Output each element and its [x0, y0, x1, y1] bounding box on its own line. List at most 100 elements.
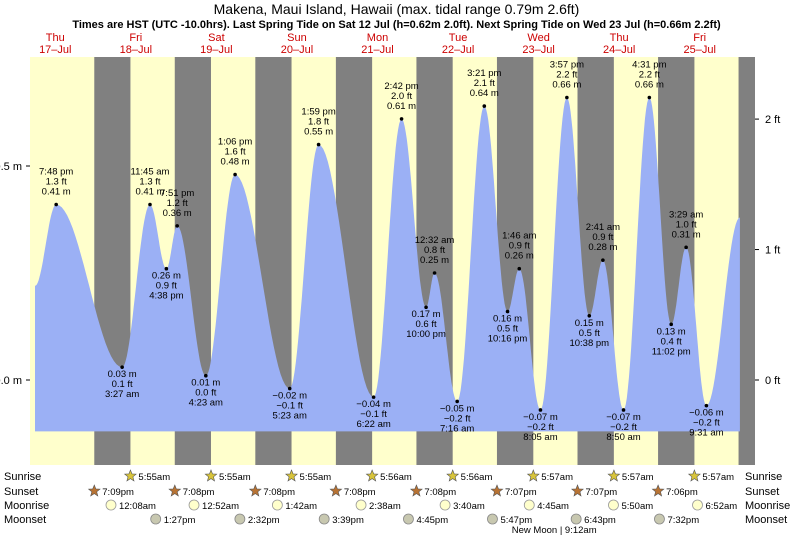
sunrise-icon	[123, 469, 137, 482]
tide-label-0-0: 7:48 pm	[39, 167, 73, 178]
sunset-icon	[409, 484, 423, 497]
tide-point-14	[482, 104, 487, 108]
day-date-1: 18–Jul	[120, 44, 152, 56]
right-tick-label-2ft: 2 ft	[765, 114, 780, 126]
tide-label-3-2: 4:38 pm	[149, 291, 183, 302]
row-label-left-sunset: Sunset	[4, 486, 38, 498]
tide-label-14-0: 3:21 pm	[467, 68, 501, 79]
sunrise-time-3: 5:56am	[380, 472, 412, 483]
sunset-icon	[651, 484, 665, 497]
sunset-icon	[490, 484, 504, 497]
tide-label-5-0: 0.01 m	[191, 378, 220, 389]
tide-point-9	[371, 395, 376, 399]
sunset-icon	[248, 484, 262, 497]
tide-label-16-0: 1:46 am	[502, 231, 536, 242]
sunset-time-0: 7:09pm	[102, 487, 134, 498]
moonset-time-4: 5:47pm	[500, 515, 532, 526]
tide-label-24-2: 0.31 m	[672, 229, 701, 240]
tide-point-1	[120, 365, 124, 369]
moonset-time-2: 3:39pm	[332, 515, 364, 526]
tide-label-24-1: 1.0 ft	[676, 219, 697, 230]
tide-label-17-1: −0.2 ft	[527, 422, 554, 433]
tide-label-6-2: 0.48 m	[221, 157, 250, 168]
day-name-0: Thu	[46, 32, 65, 44]
moonrise-icon	[692, 499, 703, 511]
tide-point-12	[432, 271, 437, 275]
tide-point-18	[565, 95, 569, 100]
moonrise-time-0: 12:08am	[119, 501, 156, 512]
moonrise-icon	[105, 499, 117, 511]
moonset-time-3: 4:45pm	[416, 515, 448, 526]
moonset-time-6: 7:32pm	[667, 515, 699, 526]
tide-point-22	[647, 95, 652, 100]
chart-edge-band	[743, 57, 755, 465]
tide-label-21-1: −0.2 ft	[610, 422, 637, 433]
tide-label-9-0: −0.04 m	[356, 399, 391, 410]
tide-point-7	[287, 386, 292, 391]
moonrise-icon	[439, 499, 451, 511]
tide-label-12-1: 0.8 ft	[424, 245, 445, 256]
tide-point-13	[455, 399, 459, 404]
sunset-icon	[87, 484, 101, 497]
moonrise-time-7: 6:52am	[706, 501, 738, 512]
moonrise-time-5: 4:45am	[537, 501, 569, 512]
tide-label-0-2: 0.41 m	[42, 187, 71, 198]
day-name-7: Thu	[610, 32, 629, 44]
row-label-left-moonset: Moonset	[4, 514, 46, 526]
tide-label-23-0: 0.13 m	[657, 326, 686, 337]
sunrise-time-7: 5:57am	[702, 472, 734, 483]
tide-point-19	[587, 314, 592, 318]
sunset-time-7: 7:06pm	[666, 487, 698, 498]
tide-label-25-2: 9:31 am	[689, 428, 723, 439]
tide-point-2	[148, 202, 152, 207]
moonset-time-1: 2:32pm	[248, 515, 280, 526]
tide-label-9-1: −0.1 ft	[360, 409, 387, 420]
sunset-icon	[168, 484, 182, 497]
tide-point-24	[684, 245, 688, 250]
day-labels: Thu17–JulFri18–JulSat19–JulSun20–JulMon2…	[39, 32, 716, 56]
sunrise-icon	[607, 469, 621, 482]
row-label-right-sunrise: Sunrise	[745, 471, 782, 483]
moonrise-time-4: 3:40am	[453, 501, 485, 512]
tide-label-18-1: 2.2 ft	[556, 70, 577, 81]
sunrise-icon	[285, 469, 298, 482]
moonset-icon	[318, 513, 330, 525]
tide-point-5	[204, 373, 208, 378]
tide-label-17-2: 8:05 am	[523, 432, 557, 443]
sunrise-time-4: 5:56am	[461, 472, 493, 483]
moonset-icon	[403, 513, 414, 525]
tide-label-20-2: 0.28 m	[588, 242, 617, 253]
moonset-icon	[234, 513, 246, 525]
tide-label-3-1: 0.9 ft	[156, 281, 177, 292]
tide-label-11-1: 0.6 ft	[416, 319, 437, 330]
tide-point-0	[54, 202, 58, 207]
tide-label-25-1: −0.2 ft	[693, 418, 720, 429]
tide-point-25	[704, 403, 709, 408]
tide-label-19-0: 0.15 m	[575, 318, 604, 329]
chart-title: Makena, Maui Island, Hawaii (max. tidal …	[214, 1, 580, 17]
tide-label-13-0: −0.05 m	[440, 403, 475, 414]
chart-header: Makena, Maui Island, Hawaii (max. tidal …	[72, 1, 721, 31]
day-name-2: Sat	[208, 32, 225, 44]
tide-label-5-1: 0.0 ft	[195, 388, 216, 399]
tide-label-13-1: −0.2 ft	[444, 413, 471, 424]
moonrise-icon	[355, 499, 367, 511]
tide-label-14-2: 0.64 m	[470, 88, 499, 99]
sunrise-icon	[526, 469, 540, 482]
tide-point-17	[538, 408, 543, 412]
y-tick-label-0.5m: 0.5 m	[0, 161, 22, 173]
tide-point-10	[399, 117, 404, 121]
moonrise-time-6: 5:50am	[621, 501, 653, 512]
tide-label-22-1: 2.2 ft	[639, 70, 660, 81]
tide-label-6-1: 1.6 ft	[225, 147, 246, 158]
right-tick-label-1ft: 1 ft	[765, 245, 780, 257]
tide-label-22-0: 4:31 pm	[632, 60, 666, 71]
tide-label-17-0: −0.07 m	[523, 412, 558, 423]
tide-label-18-2: 0.66 m	[552, 80, 581, 91]
tide-point-4	[175, 224, 179, 228]
tide-label-18-0: 3:57 pm	[550, 60, 584, 71]
day-date-8: 25–Jul	[684, 44, 716, 56]
tide-label-5-2: 4:23 am	[189, 398, 223, 409]
moonrise-time-1: 12:52am	[202, 501, 239, 512]
tide-label-19-1: 0.5 ft	[579, 328, 600, 339]
